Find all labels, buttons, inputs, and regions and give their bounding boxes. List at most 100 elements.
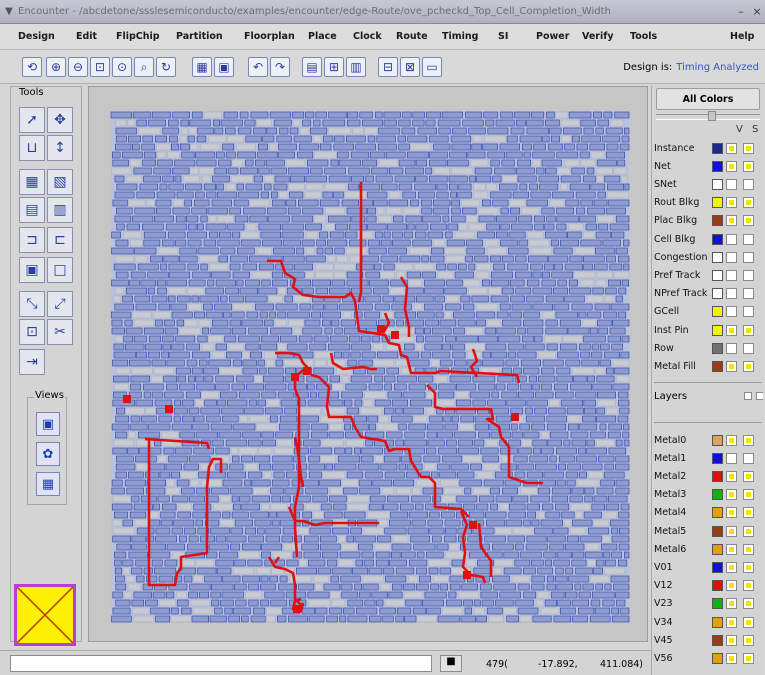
pin-marker[interactable] — [469, 521, 477, 529]
menu-help[interactable]: Help — [730, 31, 755, 42]
obj-npref-track-color-swatch[interactable] — [712, 288, 723, 300]
layer-metal5-selectable-checkbox[interactable] — [743, 525, 754, 537]
obj-net-color-swatch[interactable] — [712, 160, 723, 172]
obj-congestion-selectable-checkbox[interactable] — [743, 251, 754, 263]
layer-metal1-color-swatch[interactable] — [712, 452, 723, 464]
stretch-icon[interactable]: ⤢ — [47, 291, 73, 317]
zoom-in-icon[interactable]: ⊕ — [46, 57, 66, 77]
menu-place[interactable]: Place — [308, 31, 337, 42]
layout-canvas[interactable] — [88, 86, 648, 642]
undo-icon[interactable]: ↶ — [248, 57, 268, 77]
net-icon[interactable]: ▧ — [47, 169, 73, 195]
obj-inst-pin-visible-checkbox[interactable] — [726, 324, 737, 336]
menu-flipchip[interactable]: FlipChip — [116, 31, 160, 42]
menu-floorplan[interactable]: Floorplan — [244, 31, 295, 42]
layer-metal4-selectable-checkbox[interactable] — [743, 507, 754, 519]
pin-marker[interactable] — [377, 325, 385, 333]
highlight-icon[interactable]: ▭ — [422, 57, 442, 77]
obj-snet-visible-checkbox[interactable] — [726, 178, 737, 190]
align-icon[interactable]: ⇥ — [19, 349, 45, 375]
menu-power[interactable]: Power — [536, 31, 570, 42]
obj-npref-track-visible-checkbox[interactable] — [726, 288, 737, 300]
move-icon[interactable]: ✥ — [47, 107, 73, 133]
layer-metal6-selectable-checkbox[interactable] — [743, 543, 754, 555]
layer-metal2-selectable-checkbox[interactable] — [743, 470, 754, 482]
obj-congestion-visible-checkbox[interactable] — [726, 251, 737, 263]
obj-net-selectable-checkbox[interactable] — [743, 160, 754, 172]
zoom-previous-icon[interactable]: ⌕ — [134, 57, 154, 77]
menu-tools[interactable]: Tools — [630, 31, 658, 42]
pin-marker[interactable] — [463, 571, 471, 579]
layer-v12-color-swatch[interactable] — [712, 580, 723, 592]
pin-marker[interactable] — [123, 395, 131, 403]
refresh-icon[interactable]: ↻ — [156, 57, 176, 77]
obj-cell-blkg-visible-checkbox[interactable] — [726, 233, 737, 245]
layer-v56-color-swatch[interactable] — [712, 652, 723, 664]
obj-instance-visible-checkbox[interactable] — [726, 142, 737, 154]
obj-plac-blkg-selectable-checkbox[interactable] — [743, 215, 754, 227]
obj-row-selectable-checkbox[interactable] — [743, 342, 754, 354]
route-segment[interactable] — [459, 510, 487, 584]
obj-rout-blkg-visible-checkbox[interactable] — [726, 197, 737, 209]
hierarchy-icon[interactable]: ⊞ — [324, 57, 344, 77]
panel-slider-thumb[interactable] — [708, 111, 716, 121]
layer-metal6-color-swatch[interactable] — [712, 543, 723, 555]
close-icon[interactable]: × — [752, 5, 762, 18]
menu-edit[interactable]: Edit — [76, 31, 98, 42]
layer-metal5-color-swatch[interactable] — [712, 525, 723, 537]
obj-rout-blkg-selectable-checkbox[interactable] — [743, 197, 754, 209]
menu-design[interactable]: Design — [18, 31, 55, 42]
selected-color-swatch[interactable] — [14, 584, 76, 646]
layer-metal3-selectable-checkbox[interactable] — [743, 489, 754, 501]
route-segment[interactable] — [267, 556, 302, 606]
obj-snet-selectable-checkbox[interactable] — [743, 178, 754, 190]
layer-v56-visible-checkbox[interactable] — [726, 652, 737, 664]
minimize-icon[interactable]: – — [738, 5, 744, 18]
module-icon[interactable]: ▣ — [19, 257, 45, 283]
layer-v34-color-swatch[interactable] — [712, 616, 723, 628]
obj-instance-color-swatch[interactable] — [712, 142, 723, 154]
route-segment[interactable] — [310, 373, 470, 518]
pin-marker[interactable] — [511, 413, 519, 421]
route-segment[interactable] — [329, 352, 377, 371]
wire-edit-icon[interactable]: ⤡ — [19, 291, 45, 317]
layer-v34-visible-checkbox[interactable] — [726, 616, 737, 628]
obj-instance-selectable-checkbox[interactable] — [743, 142, 754, 154]
obj-rout-blkg-color-swatch[interactable] — [712, 197, 723, 209]
layer-v01-color-swatch[interactable] — [712, 561, 723, 573]
obj-metal-fill-selectable-checkbox[interactable] — [743, 360, 754, 372]
layer-v12-selectable-checkbox[interactable] — [743, 580, 754, 592]
layers-visible-all-checkbox[interactable] — [744, 392, 752, 400]
route-segment[interactable] — [426, 384, 543, 485]
layer-metal1-visible-checkbox[interactable] — [726, 452, 737, 464]
obj-metal-fill-visible-checkbox[interactable] — [726, 360, 737, 372]
layer-metal0-visible-checkbox[interactable] — [726, 434, 737, 446]
resize-icon[interactable]: ⊡ — [19, 319, 45, 345]
scissors-icon[interactable]: ✂ — [47, 319, 73, 345]
cell-icon[interactable]: ▦ — [19, 169, 45, 195]
clear-icon[interactable]: ⊠ — [400, 57, 420, 77]
route-segment[interactable] — [267, 259, 521, 384]
zoom-select-icon[interactable]: ⊙ — [112, 57, 132, 77]
menu-si[interactable]: SI — [498, 31, 509, 42]
layer-metal2-visible-checkbox[interactable] — [726, 470, 737, 482]
command-input[interactable] — [10, 655, 432, 672]
zoom-area-icon[interactable]: ▣ — [214, 57, 234, 77]
route-segment[interactable] — [293, 436, 305, 488]
layer-v12-visible-checkbox[interactable] — [726, 580, 737, 592]
all-colors-button[interactable]: All Colors — [656, 88, 760, 110]
obj-plac-blkg-color-swatch[interactable] — [712, 215, 723, 227]
pin-marker[interactable] — [391, 331, 399, 339]
pin-marker[interactable] — [293, 605, 301, 613]
layer-v34-selectable-checkbox[interactable] — [743, 616, 754, 628]
menu-clock[interactable]: Clock — [353, 31, 382, 42]
layer-metal2-color-swatch[interactable] — [712, 470, 723, 482]
obj-metal-fill-color-swatch[interactable] — [712, 360, 723, 372]
layer-v45-visible-checkbox[interactable] — [726, 634, 737, 646]
route-segment[interactable] — [273, 556, 281, 564]
menu-partition[interactable]: Partition — [176, 31, 223, 42]
obj-inst-pin-selectable-checkbox[interactable] — [743, 324, 754, 336]
layer-metal4-visible-checkbox[interactable] — [726, 507, 737, 519]
obj-gcell-color-swatch[interactable] — [712, 306, 723, 318]
layer-v01-selectable-checkbox[interactable] — [743, 561, 754, 573]
